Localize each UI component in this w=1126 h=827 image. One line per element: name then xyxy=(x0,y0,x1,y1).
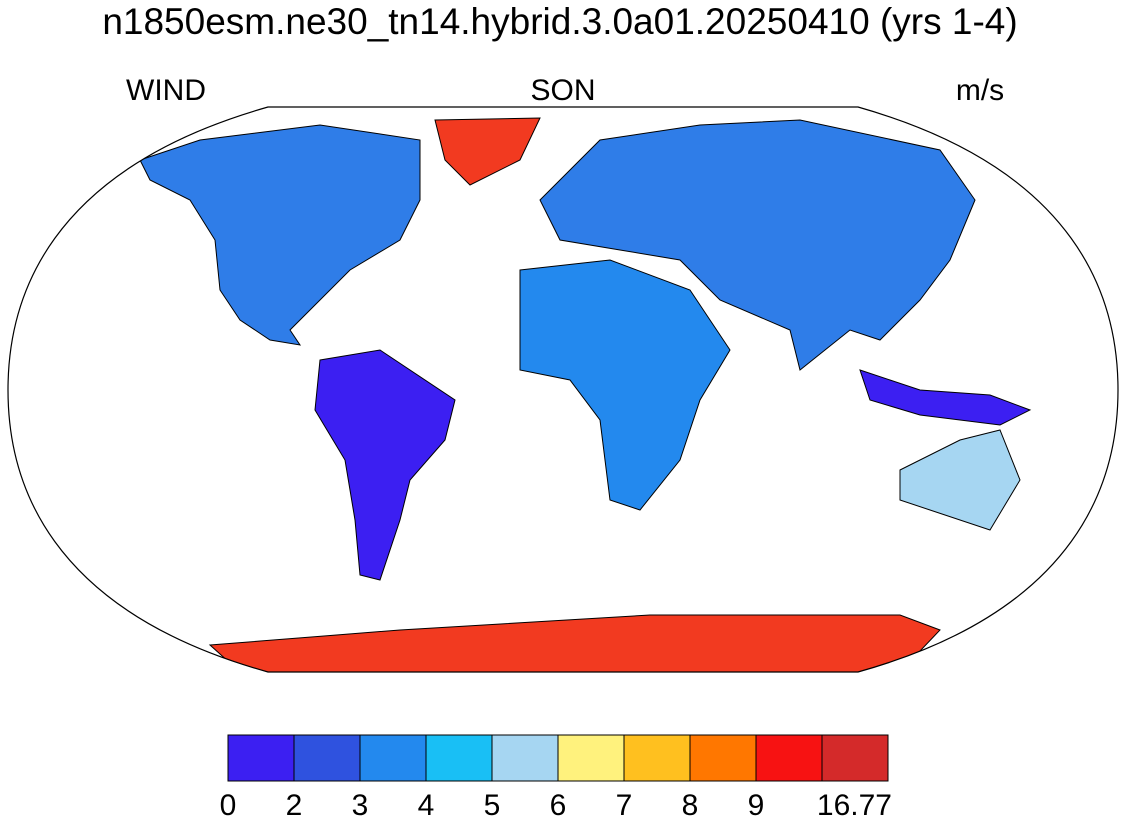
colorbar-box xyxy=(293,734,361,782)
indonesia xyxy=(859,369,1032,426)
right-label: m/s xyxy=(956,74,1004,107)
colorbar-label: 8 xyxy=(682,789,699,822)
colorbar-box xyxy=(425,734,493,782)
colorbar-label: 9 xyxy=(748,789,765,822)
colorbar-box xyxy=(359,734,427,782)
colorbar-label: 4 xyxy=(418,789,435,822)
colorbar-label: 2 xyxy=(286,789,303,822)
antarctica xyxy=(208,614,941,672)
title: n1850esm.ne30_tn14.hybrid.3.0a01.2025041… xyxy=(102,1,1017,42)
colorbar-box xyxy=(557,734,625,782)
map-outline xyxy=(7,106,1119,673)
africa xyxy=(519,259,731,511)
south-america xyxy=(314,349,456,581)
colorbar-label: 6 xyxy=(550,789,567,822)
eurasia xyxy=(539,119,976,371)
colorbar: 0 2 3 4 5 6 7 8 9 16.77 xyxy=(220,734,892,822)
colorbar-label: 5 xyxy=(484,789,501,822)
left-label: WIND xyxy=(126,74,206,107)
colorbar-label: 0 xyxy=(220,789,237,822)
colorbar-box xyxy=(227,734,295,782)
map xyxy=(7,106,1119,673)
north-america xyxy=(139,124,421,346)
colorbar-box xyxy=(821,734,889,782)
australia xyxy=(899,429,1021,531)
colorbar-box xyxy=(755,734,823,782)
colorbar-label: 7 xyxy=(616,789,633,822)
greenland xyxy=(434,117,541,186)
center-label: SON xyxy=(530,74,595,107)
colorbar-label: 16.77 xyxy=(817,789,892,822)
colorbar-label: 3 xyxy=(352,789,369,822)
colorbar-box xyxy=(623,734,691,782)
colorbar-box xyxy=(689,734,757,782)
colorbar-box xyxy=(491,734,559,782)
